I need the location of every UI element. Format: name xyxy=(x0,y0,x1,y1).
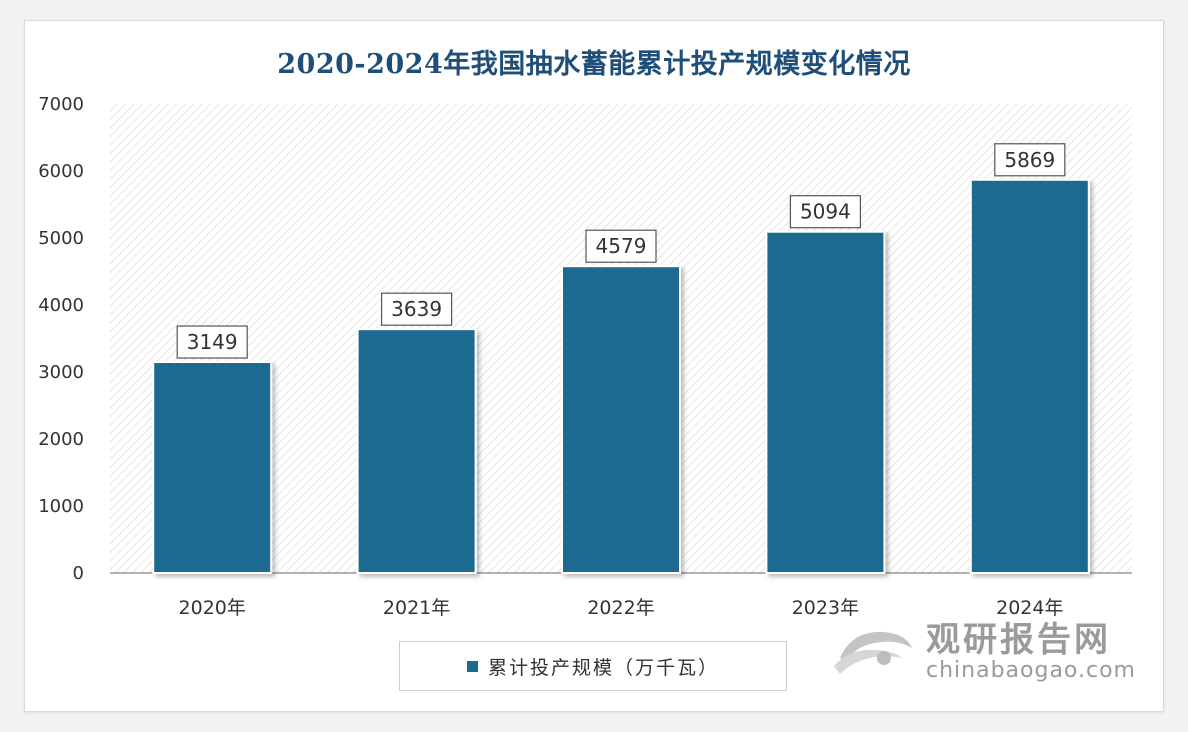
legend: 累计投产规模（万千瓦） xyxy=(399,641,787,691)
y-tick-label: 6000 xyxy=(38,161,84,182)
watermark-name: 观研报告网 xyxy=(926,620,1111,660)
legend-label: 累计投产规模（万千瓦） xyxy=(487,656,719,679)
data-label-box xyxy=(381,292,453,326)
x-tick-label: 2023年 xyxy=(792,597,859,619)
y-tick-label: 1000 xyxy=(38,496,84,517)
data-label-box xyxy=(789,195,862,229)
bar xyxy=(152,361,273,574)
bar xyxy=(969,178,1090,574)
data-label-box xyxy=(176,325,248,359)
data-label-box xyxy=(585,229,657,263)
chart-title: 2020-2024年我国抽水蓄能累计投产规模变化情况 xyxy=(277,49,911,80)
x-tick-label: 2022年 xyxy=(587,597,654,619)
bar xyxy=(561,265,681,574)
watermark-url: chinabaogao.com xyxy=(926,658,1136,683)
watermark-logo-icon xyxy=(834,631,912,674)
data-label-box xyxy=(994,143,1066,177)
x-tick-label: 2021年 xyxy=(383,597,450,619)
data-label: 5869 xyxy=(1004,148,1055,172)
data-label: 4579 xyxy=(596,234,647,258)
legend-swatch xyxy=(466,660,478,672)
data-label: 5094 xyxy=(800,200,851,224)
y-tick-label: 3000 xyxy=(38,362,84,383)
x-tick-label: 2024年 xyxy=(996,597,1063,619)
y-tick-label: 7000 xyxy=(38,94,84,115)
x-tick-label: 2020年 xyxy=(179,597,246,619)
bar xyxy=(356,328,477,575)
data-label: 3149 xyxy=(187,330,238,354)
y-tick-label: 2000 xyxy=(38,429,84,450)
y-tick-label: 5000 xyxy=(38,228,84,249)
watermark: 观研报告网 chinabaogao.com xyxy=(832,612,1152,692)
y-tick-label: 4000 xyxy=(38,295,84,316)
y-tick-label: 0 xyxy=(73,563,84,584)
bar xyxy=(765,230,886,574)
data-label: 3639 xyxy=(391,297,442,321)
